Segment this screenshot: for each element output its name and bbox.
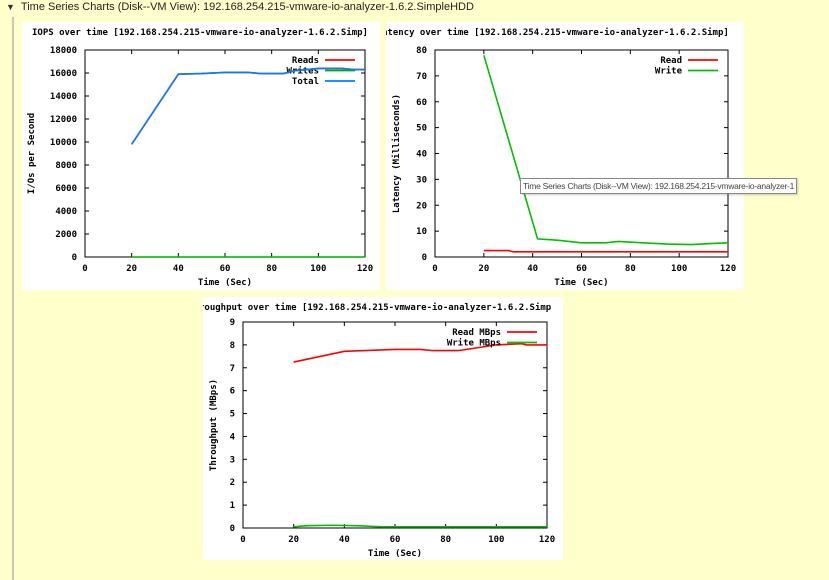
series-line-read (483, 249, 728, 253)
y-tick-label: 8 (230, 341, 235, 351)
series-line-write (483, 54, 729, 246)
y-tick-label: 10 (416, 227, 427, 237)
y-tick-label: 6 (230, 387, 235, 397)
y-tick-label: 80 (416, 46, 427, 56)
y-tick-label: 12000 (50, 115, 77, 125)
legend-label: Total (292, 77, 319, 87)
iops-chart: IOPS over time [192.168.254.215-vmware-i… (22, 22, 380, 290)
x-tick-label: 100 (488, 535, 504, 545)
plot-frame (434, 49, 729, 258)
x-tick-label: 80 (625, 264, 636, 274)
legend-label: Read (660, 56, 682, 66)
section-indent-line (12, 17, 14, 580)
chart-title: atency over time [192.168.254.215-vmware… (386, 27, 729, 38)
chart-svg: roughput over time [192.168.254.215-vmwa… (203, 302, 555, 559)
y-tick-label: 3 (230, 455, 235, 465)
section-title: Time Series Charts (Disk--VM View): 192.… (20, 1, 474, 13)
x-axis-label: Time (Sec) (554, 277, 608, 288)
legend-label: Read MBps (452, 328, 501, 338)
y-tick-label: 2 (230, 478, 235, 488)
y-tick-label: 14000 (50, 92, 77, 102)
legend-label: Writes (286, 66, 319, 77)
y-tick-label: 5 (230, 410, 235, 420)
y-axis-label: I/Os per Second (27, 113, 37, 194)
y-tick-label: 10000 (50, 138, 77, 148)
x-tick-label: 60 (576, 264, 587, 274)
x-tick-label: 80 (266, 264, 277, 274)
series-line-reads (131, 67, 365, 145)
y-tick-label: 70 (416, 72, 427, 82)
y-tick-label: 60 (416, 98, 427, 108)
x-tick-label: 120 (720, 264, 736, 274)
x-tick-label: 120 (357, 264, 373, 274)
x-tick-label: 0 (82, 264, 87, 274)
series-line-read-mbps (293, 342, 547, 363)
series-line-total (131, 67, 365, 145)
chart-svg: atency over time [192.168.254.215-vmware… (386, 27, 736, 288)
x-tick-label: 120 (539, 535, 555, 545)
y-tick-label: 8000 (55, 161, 77, 171)
legend-label: Write (655, 66, 683, 77)
x-tick-label: 60 (390, 535, 401, 545)
plot-frame (242, 321, 548, 529)
x-tick-label: 20 (126, 264, 137, 274)
y-tick-label: 4 (230, 432, 236, 442)
chart-title: roughput over time [192.168.254.215-vmwa… (203, 302, 552, 313)
y-tick-label: 7 (230, 364, 235, 374)
plot-frame (84, 49, 366, 258)
y-tick-label: 0 (422, 253, 427, 263)
y-tick-label: 0 (230, 524, 235, 534)
x-tick-label: 40 (173, 264, 184, 274)
x-tick-label: 100 (671, 264, 687, 274)
y-tick-label: 0 (72, 253, 77, 263)
x-tick-label: 100 (310, 264, 326, 274)
y-tick-label: 1 (230, 501, 235, 511)
y-tick-label: 18000 (50, 46, 77, 56)
section-header[interactable]: ▼ Time Series Charts (Disk--VM View): 19… (6, 1, 474, 13)
x-axis-label: Time (Sec) (198, 277, 252, 288)
y-tick-label: 2000 (55, 230, 77, 240)
y-axis-label: Throughput (MBps) (209, 379, 219, 471)
x-tick-label: 60 (220, 264, 231, 274)
legend-label: Reads (292, 56, 319, 66)
y-tick-label: 9 (230, 318, 235, 328)
y-axis-label: Latency (Milliseconds) (391, 94, 402, 213)
x-tick-label: 0 (432, 264, 437, 274)
x-axis-label: Time (Sec) (368, 548, 422, 559)
x-tick-label: 20 (288, 535, 299, 545)
tooltip: Time Series Charts (Disk--VM View): 192.… (520, 178, 798, 194)
y-tick-label: 16000 (50, 69, 77, 79)
y-tick-label: 6000 (55, 184, 77, 194)
chart-svg: IOPS over time [192.168.254.215-vmware-i… (27, 27, 373, 288)
chart-title: IOPS over time [192.168.254.215-vmware-i… (32, 27, 368, 38)
y-tick-label: 20 (416, 201, 427, 211)
legend-label: Write MBps (447, 338, 501, 349)
y-tick-label: 40 (416, 150, 427, 160)
triangle-down-icon[interactable]: ▼ (6, 2, 15, 12)
x-tick-label: 20 (478, 264, 489, 274)
y-tick-label: 50 (416, 124, 427, 134)
series-line-write-mbps (293, 524, 547, 528)
latency-chart: atency over time [192.168.254.215-vmware… (386, 22, 744, 290)
y-tick-label: 30 (416, 175, 427, 185)
throughput-chart: roughput over time [192.168.254.215-vmwa… (203, 297, 563, 560)
x-tick-label: 80 (440, 535, 451, 545)
x-tick-label: 40 (339, 535, 350, 545)
y-tick-label: 4000 (55, 207, 77, 217)
x-tick-label: 0 (240, 535, 245, 545)
x-tick-label: 40 (527, 264, 538, 274)
